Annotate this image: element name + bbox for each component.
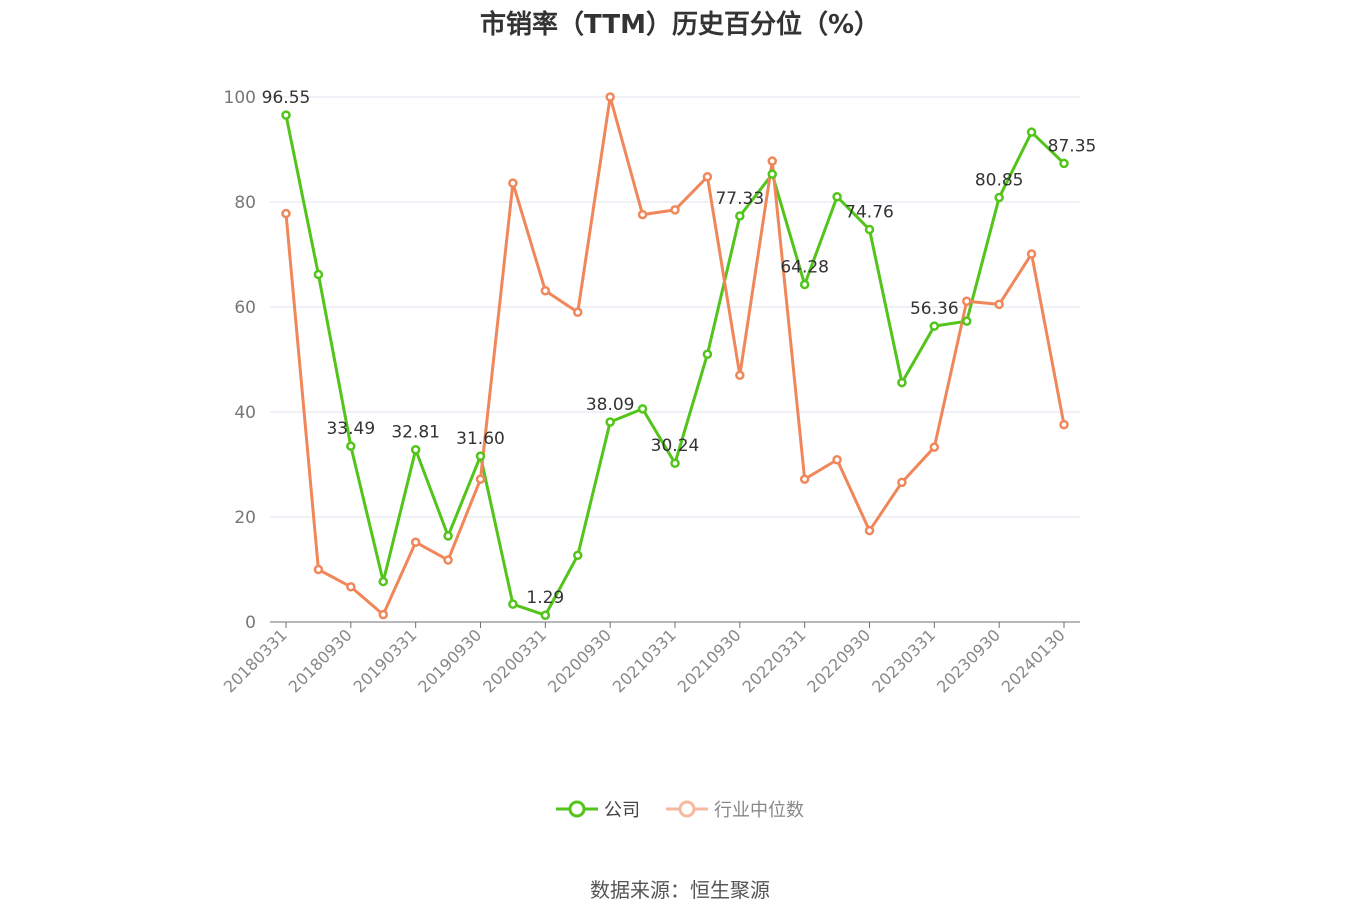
- data-point-company[interactable]: [573, 550, 583, 561]
- data-point-company[interactable]: [605, 417, 615, 427]
- data-point-company[interactable]: [962, 316, 972, 326]
- data-point-industry-median[interactable]: [799, 474, 810, 484]
- legend-label: 行业中位数: [714, 800, 804, 821]
- series-line-industry-median: [284, 95, 1066, 617]
- data-point-company[interactable]: [994, 192, 1004, 203]
- data-point-industry-median[interactable]: [540, 285, 551, 296]
- data-label: 32.81: [391, 423, 440, 443]
- data-point-company[interactable]: [832, 192, 842, 202]
- data-point-industry-median[interactable]: [962, 296, 972, 306]
- data-point-company[interactable]: [767, 169, 777, 179]
- data-point-industry-median[interactable]: [637, 209, 648, 220]
- data-point-industry-median[interactable]: [670, 205, 680, 215]
- data-label: 33.49: [326, 419, 375, 439]
- data-label: 56.36: [910, 299, 959, 319]
- x-tick-label: 20230331: [868, 625, 939, 696]
- data-point-company[interactable]: [799, 279, 810, 290]
- data-point-company[interactable]: [1059, 158, 1069, 169]
- data-point-industry-median[interactable]: [475, 474, 486, 484]
- x-tick-label: 20180331: [220, 625, 291, 696]
- data-point-industry-median[interactable]: [410, 537, 421, 547]
- legend-item-industry-median[interactable]: 行业中位数: [666, 796, 804, 822]
- data-point-industry-median[interactable]: [1026, 249, 1037, 259]
- data-point-industry-median[interactable]: [767, 156, 777, 166]
- data-label: 77.33: [715, 189, 764, 209]
- line-chart-svg: 0 20 40 60 80 100 2018033120180930201903312019…: [220, 88, 1097, 696]
- axis-layer: 0 20 40 60 80 100 2018033120180930201903312019…: [220, 88, 1080, 696]
- data-point-industry-median[interactable]: [864, 525, 875, 536]
- data-point-company[interactable]: [702, 349, 713, 359]
- y-tick-label: 80: [234, 193, 256, 213]
- x-tick-label: 20210930: [674, 625, 745, 696]
- data-point-industry-median[interactable]: [378, 609, 388, 620]
- x-tick-label: 20220331: [738, 625, 809, 696]
- x-tick-label: 20200331: [479, 625, 550, 696]
- data-point-industry-median[interactable]: [1059, 419, 1069, 430]
- data-point-industry-median[interactable]: [832, 455, 842, 465]
- data-point-industry-median[interactable]: [735, 370, 745, 380]
- data-point-industry-median[interactable]: [508, 178, 518, 188]
- data-point-industry-median[interactable]: [573, 307, 583, 317]
- x-tick-label: 20190930: [414, 625, 485, 696]
- x-tick-label: 20210331: [609, 625, 680, 696]
- chart-title: 市销率（TTM）历史百分位（%）: [480, 10, 880, 40]
- data-point-company[interactable]: [864, 224, 875, 235]
- x-tick-label: 20230930: [933, 625, 1004, 696]
- data-point-industry-median[interactable]: [281, 208, 291, 219]
- data-label: 74.76: [845, 203, 894, 223]
- y-tick-label: 40: [234, 403, 256, 423]
- data-point-company[interactable]: [346, 441, 356, 451]
- data-point-industry-median[interactable]: [443, 555, 453, 565]
- data-label-layer: 96.55 33.49 32.81 31.60 1.29 38.09 30.24 77.33 6…: [262, 88, 1097, 608]
- data-label: 96.55: [262, 88, 311, 108]
- data-point-company[interactable]: [637, 404, 648, 414]
- legend: 公司 行业中位数: [0, 796, 1360, 822]
- data-point-company[interactable]: [735, 211, 745, 221]
- data-point-company[interactable]: [508, 599, 518, 609]
- series-line-company: [284, 114, 1066, 617]
- x-tick-label: 20190331: [349, 625, 420, 696]
- data-point-company[interactable]: [281, 110, 291, 120]
- data-label: 80.85: [975, 171, 1024, 191]
- data-point-industry-median[interactable]: [346, 582, 356, 592]
- data-point-company[interactable]: [929, 321, 940, 331]
- data-label: 38.09: [586, 395, 635, 415]
- data-point-company[interactable]: [313, 269, 324, 280]
- x-tick-label: 20240130: [998, 625, 1069, 696]
- data-label: 30.24: [651, 436, 700, 456]
- data-point-company[interactable]: [670, 458, 680, 468]
- data-point-industry-median[interactable]: [897, 477, 907, 488]
- grid-layer: [270, 96, 1080, 518]
- data-point-industry-median[interactable]: [605, 92, 615, 102]
- data-label: 31.60: [456, 429, 505, 449]
- data-label: 64.28: [780, 258, 829, 278]
- data-point-company[interactable]: [897, 377, 907, 388]
- data-point-industry-median[interactable]: [994, 299, 1004, 310]
- data-point-industry-median[interactable]: [702, 172, 713, 182]
- data-label: 1.29: [526, 588, 564, 608]
- legend-label: 公司: [604, 800, 640, 821]
- y-tick-label: 20: [234, 508, 256, 528]
- legend-item-company[interactable]: 公司: [556, 796, 640, 822]
- data-point-company[interactable]: [475, 451, 486, 461]
- x-tick-label: 20200930: [544, 625, 615, 696]
- data-point-company[interactable]: [410, 444, 421, 455]
- data-point-industry-median[interactable]: [929, 442, 940, 452]
- data-source: 数据来源：恒生聚源: [590, 878, 770, 902]
- series-layer: [281, 92, 1069, 620]
- y-tick-label: 0: [245, 613, 256, 633]
- legend-marker-icon: [556, 799, 598, 819]
- data-label: 87.35: [1048, 136, 1097, 156]
- data-point-company[interactable]: [378, 576, 388, 587]
- y-tick-label: 100: [224, 88, 256, 108]
- data-point-company[interactable]: [540, 610, 551, 620]
- data-point-company[interactable]: [443, 531, 453, 541]
- data-point-industry-median[interactable]: [313, 564, 324, 575]
- x-tick-label: 20180930: [285, 625, 356, 696]
- data-point-company[interactable]: [1026, 127, 1037, 137]
- y-tick-label: 60: [234, 298, 256, 318]
- legend-marker-icon: [666, 799, 708, 819]
- x-tick-label: 20220930: [803, 625, 874, 696]
